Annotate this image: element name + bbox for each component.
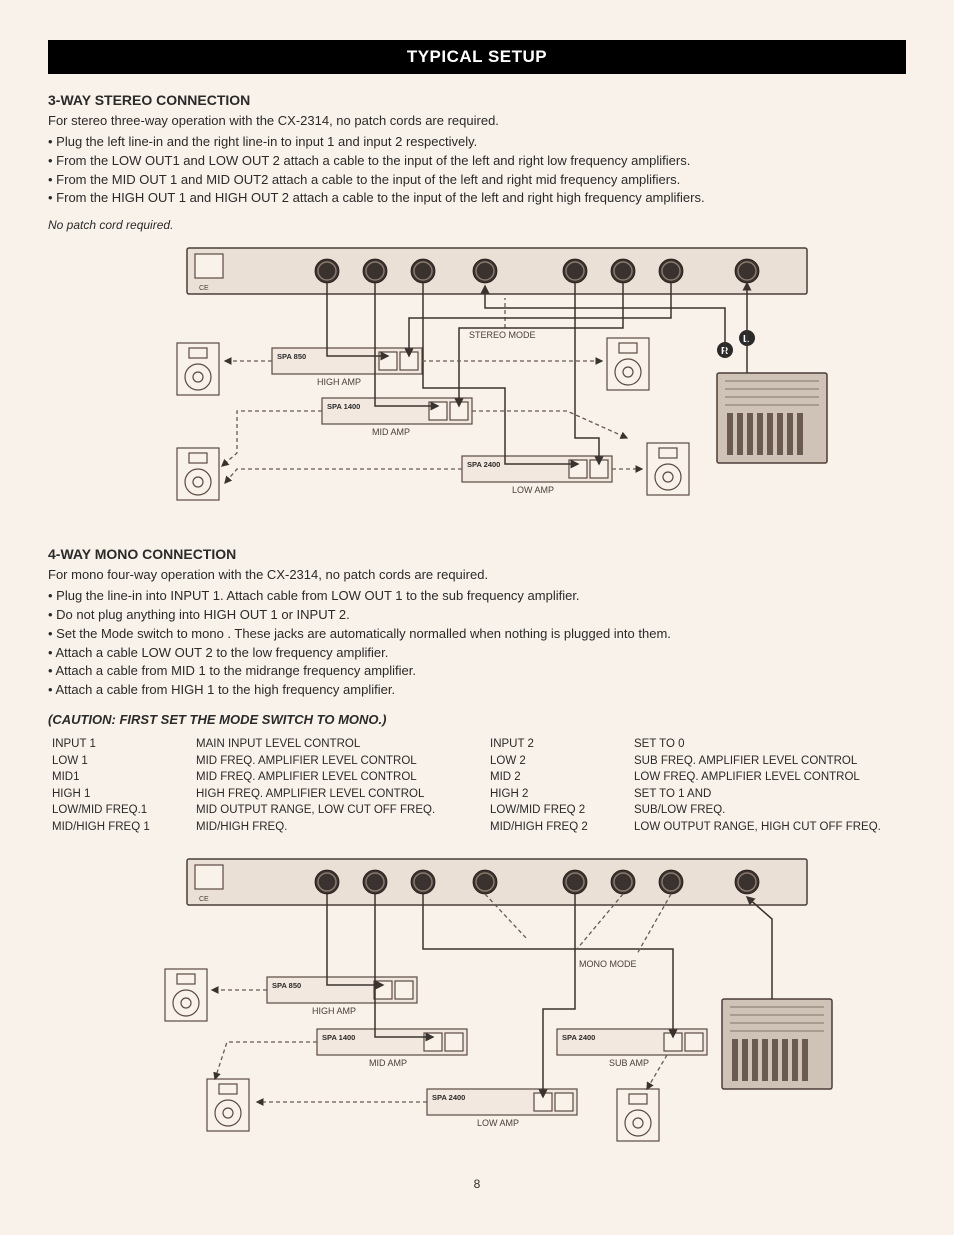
controls-cell: HIGH 2 xyxy=(490,787,620,803)
controls-table: INPUT 1MAIN INPUT LEVEL CONTROLINPUT 2SE… xyxy=(52,737,906,835)
bullet: Plug the left line-in and the right line… xyxy=(48,133,906,152)
page-number: 8 xyxy=(48,1177,906,1191)
bullet: From the HIGH OUT 1 and HIGH OUT 2 attac… xyxy=(48,189,906,208)
svg-text:MID AMP: MID AMP xyxy=(372,427,410,437)
section1-bullets: Plug the left line-in and the right line… xyxy=(48,133,906,208)
svg-text:SPA 2400: SPA 2400 xyxy=(562,1033,595,1042)
controls-cell: SUB FREQ. AMPLIFIER LEVEL CONTROL xyxy=(634,754,919,770)
bullet: Set the Mode switch to mono . These jack… xyxy=(48,625,906,644)
amp-low: SPA 2400 LOW AMP xyxy=(462,456,612,495)
bullet: From the LOW OUT1 and LOW OUT 2 attach a… xyxy=(48,152,906,171)
svg-text:HIGH AMP: HIGH AMP xyxy=(317,377,361,387)
controls-cell: LOW OUTPUT RANGE, HIGH CUT OFF FREQ. xyxy=(634,820,919,836)
svg-text:L: L xyxy=(743,334,749,345)
controls-cell: MID FREQ. AMPLIFIER LEVEL CONTROL xyxy=(196,770,476,786)
controls-cell: HIGH 1 xyxy=(52,787,182,803)
section-4way: 4-WAY MONO CONNECTION For mono four-way … xyxy=(48,546,906,1159)
svg-text:SPA 2400: SPA 2400 xyxy=(432,1093,465,1102)
svg-text:STEREO MODE: STEREO MODE xyxy=(469,330,536,340)
speaker xyxy=(177,343,219,395)
caution-note: (CAUTION: FIRST SET THE MODE SWITCH TO M… xyxy=(48,712,906,727)
controls-cell: MID1 xyxy=(52,770,182,786)
svg-text:MID AMP: MID AMP xyxy=(369,1058,407,1068)
svg-text:SPA 2400: SPA 2400 xyxy=(467,460,500,469)
bullet: Attach a cable from HIGH 1 to the high f… xyxy=(48,681,906,700)
controls-cell: LOW/MID FREQ 2 xyxy=(490,803,620,819)
svg-text:LOW AMP: LOW AMP xyxy=(477,1118,519,1128)
speaker xyxy=(647,443,689,495)
controls-cell: INPUT 1 xyxy=(52,737,182,753)
controls-cell: SET TO 0 xyxy=(634,737,919,753)
controls-cell: LOW/MID FREQ.1 xyxy=(52,803,182,819)
svg-text:SPA 850: SPA 850 xyxy=(277,352,306,361)
svg-text:HIGH AMP: HIGH AMP xyxy=(312,1006,356,1016)
controls-cell: MID/HIGH FREQ 1 xyxy=(52,820,182,836)
controls-cell: SET TO 1 AND xyxy=(634,787,919,803)
svg-text:CE: CE xyxy=(199,896,209,903)
controls-cell: MID/HIGH FREQ. xyxy=(196,820,476,836)
bullet: From the MID OUT 1 and MID OUT2 attach a… xyxy=(48,171,906,190)
section1-intro: For stereo three-way operation with the … xyxy=(48,112,906,131)
controls-cell: LOW 1 xyxy=(52,754,182,770)
svg-text:CE: CE xyxy=(199,285,209,292)
section2-heading: 4-WAY MONO CONNECTION xyxy=(48,546,906,562)
speaker xyxy=(607,338,649,390)
amp-high: SPA 850 HIGH AMP xyxy=(272,348,422,387)
controls-cell: LOW 2 xyxy=(490,754,620,770)
section1-note: No patch cord required. xyxy=(48,218,906,232)
svg-text:SUB AMP: SUB AMP xyxy=(609,1058,649,1068)
controls-cell: MID 2 xyxy=(490,770,620,786)
svg-text:SPA 850: SPA 850 xyxy=(272,981,301,990)
svg-text:SPA 1400: SPA 1400 xyxy=(322,1033,355,1042)
bullet: Do not plug anything into HIGH OUT 1 or … xyxy=(48,606,906,625)
svg-text:SPA 1400: SPA 1400 xyxy=(327,402,360,411)
controls-cell: SUB/LOW FREQ. xyxy=(634,803,919,819)
section2-intro: For mono four-way operation with the CX-… xyxy=(48,566,906,585)
svg-text:LOW AMP: LOW AMP xyxy=(512,485,554,495)
controls-cell: MID OUTPUT RANGE, LOW CUT OFF FREQ. xyxy=(196,803,476,819)
svg-text:MONO MODE: MONO MODE xyxy=(579,959,637,969)
title-bar: TYPICAL SETUP xyxy=(48,40,906,74)
bullet: Attach a cable LOW OUT 2 to the low freq… xyxy=(48,644,906,663)
bullet: Attach a cable from MID 1 to the midrang… xyxy=(48,662,906,681)
section1-heading: 3-WAY STEREO CONNECTION xyxy=(48,92,906,108)
controls-cell: MAIN INPUT LEVEL CONTROL xyxy=(196,737,476,753)
controls-cell: LOW FREQ. AMPLIFIER LEVEL CONTROL xyxy=(634,770,919,786)
controls-cell: MID FREQ. AMPLIFIER LEVEL CONTROL xyxy=(196,754,476,770)
diagram-mono: CE MONO MODE SPA 850 HIGH AMP SPA 1400 xyxy=(48,849,906,1159)
speaker xyxy=(177,448,219,500)
section2-bullets: Plug the line-in into INPUT 1. Attach ca… xyxy=(48,587,906,700)
bullet: Plug the line-in into INPUT 1. Attach ca… xyxy=(48,587,906,606)
mixer xyxy=(717,373,827,463)
amp-mid: SPA 1400 MID AMP xyxy=(322,398,472,437)
controls-cell: INPUT 2 xyxy=(490,737,620,753)
controls-cell: MID/HIGH FREQ 2 xyxy=(490,820,620,836)
diagram-stereo: CE SPA 850 HIGH AMP xyxy=(48,238,906,528)
controls-cell: HIGH FREQ. AMPLIFIER LEVEL CONTROL xyxy=(196,787,476,803)
section-3way: 3-WAY STEREO CONNECTION For stereo three… xyxy=(48,92,906,528)
